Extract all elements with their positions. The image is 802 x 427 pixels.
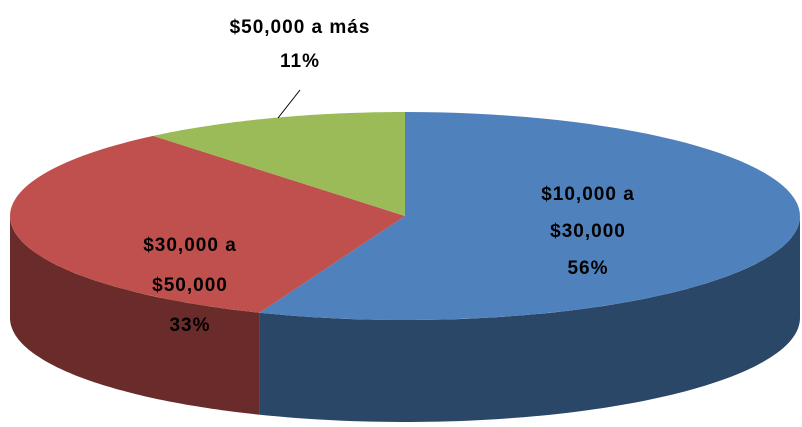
value-label: 56% xyxy=(567,258,609,279)
category-label: $50,000 a más xyxy=(229,17,371,38)
leader-line xyxy=(277,89,301,119)
pie-slice xyxy=(153,112,405,216)
data-label: $10,000 a $30,000 56% xyxy=(508,176,668,287)
category-label: $30,000 a $50,000 xyxy=(143,235,237,296)
pie-slice xyxy=(259,112,801,320)
value-label: 33% xyxy=(169,315,211,336)
value-label: 11% xyxy=(280,51,320,72)
category-label: $10,000 a $30,000 xyxy=(541,184,635,242)
data-label: $50,000 a más 11% xyxy=(180,11,420,79)
pie-side xyxy=(10,216,260,415)
data-label: $30,000 a $50,000 33% xyxy=(110,226,270,346)
pie-side xyxy=(259,216,801,422)
pie-slice xyxy=(10,135,405,313)
